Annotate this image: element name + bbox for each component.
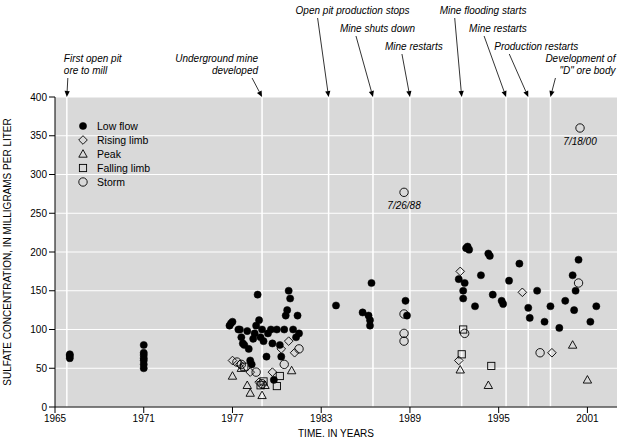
svg-text:Mine restarts: Mine restarts — [385, 41, 443, 52]
svg-text:2001: 2001 — [576, 413, 599, 424]
svg-text:7/18/00: 7/18/00 — [563, 136, 597, 147]
svg-text:SULFATE CONCENTRATION, IN MILL: SULFATE CONCENTRATION, IN MILLIGRAMS PER… — [8, 118, 13, 385]
svg-text:350: 350 — [30, 130, 47, 141]
svg-text:7/26/88: 7/26/88 — [387, 200, 421, 211]
svg-text:1983: 1983 — [310, 413, 333, 424]
svg-text:1989: 1989 — [399, 413, 422, 424]
svg-text:TIME, IN YEARS: TIME, IN YEARS — [298, 428, 374, 437]
html-text:Low flow: Low flow — [97, 120, 138, 132]
svg-text:Development of"D" ore body: Development of"D" ore body — [545, 53, 614, 76]
svg-text:150: 150 — [30, 285, 47, 296]
svg-text:1965: 1965 — [44, 413, 67, 424]
svg-text:0: 0 — [41, 402, 47, 413]
svg-text:First open pitore to mill: First open pitore to mill — [64, 53, 123, 76]
svg-text:Open pit production stops: Open pit production stops — [296, 5, 410, 16]
svg-text:1971: 1971 — [133, 413, 156, 424]
svg-text:400: 400 — [30, 92, 47, 103]
svg-text:250: 250 — [30, 208, 47, 219]
svg-text:200: 200 — [30, 247, 47, 258]
svg-text:100: 100 — [30, 324, 47, 335]
svg-text:300: 300 — [30, 169, 47, 180]
html-text:Rising limb: Rising limb — [97, 134, 149, 146]
svg-text:1977: 1977 — [221, 413, 244, 424]
svg-text:50: 50 — [36, 363, 48, 374]
svg-text:Underground minedeveloped: Underground minedeveloped — [175, 53, 258, 76]
svg-text:Production restarts: Production restarts — [494, 41, 578, 52]
svg-text:Mine shuts down: Mine shuts down — [340, 23, 415, 34]
html-text:Peak: Peak — [97, 148, 121, 160]
svg-text:1995: 1995 — [488, 413, 511, 424]
svg-text:Mine flooding starts: Mine flooding starts — [440, 5, 527, 16]
svg-text:Mine restarts: Mine restarts — [469, 23, 527, 34]
html-text:Falling limb: Falling limb — [97, 162, 151, 174]
html-text:Storm: Storm — [97, 176, 125, 188]
